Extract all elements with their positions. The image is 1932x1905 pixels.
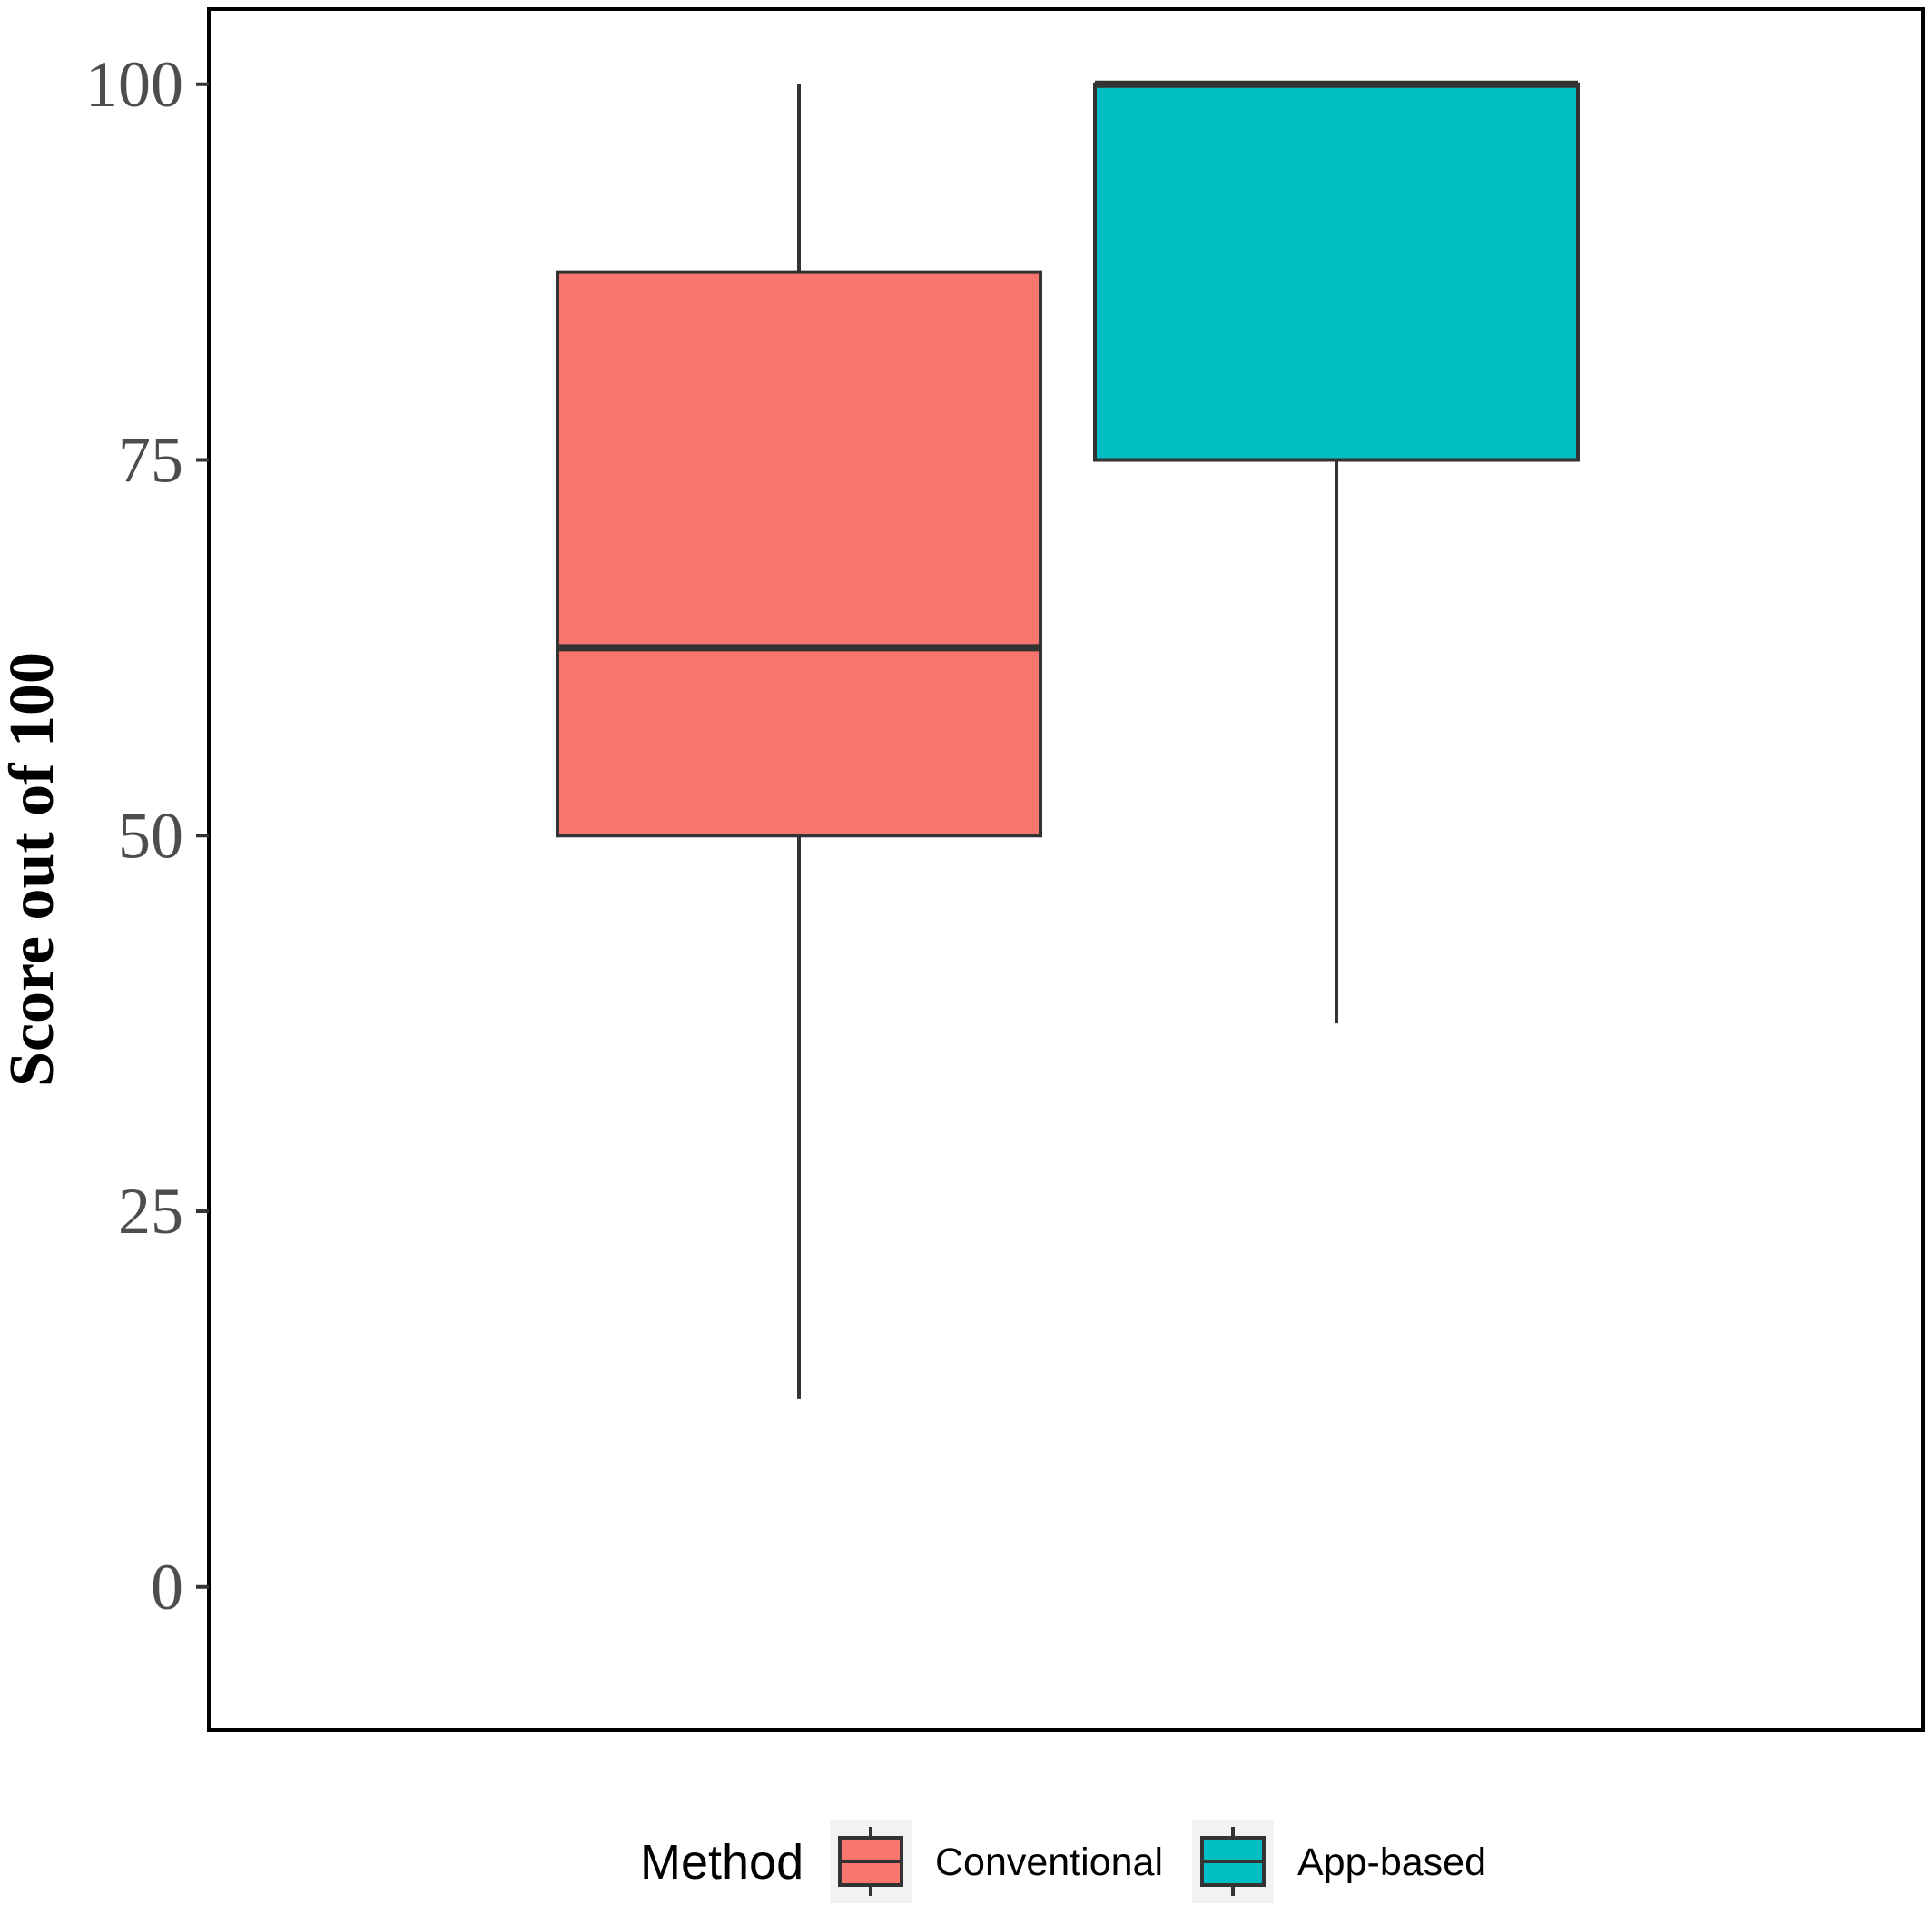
legend-key-app-based [1192, 1820, 1274, 1903]
y-tick-label: 100 [85, 48, 183, 121]
y-axis: 0 25 50 75 100 [85, 48, 209, 1624]
legend-title: Method [640, 1835, 803, 1890]
interquartile-box [556, 270, 1042, 838]
legend-label: App-based [1297, 1841, 1486, 1884]
plot-area [207, 7, 1925, 1732]
panel-border [207, 7, 1925, 1732]
y-tick-label: 50 [118, 799, 183, 872]
legend-key-conventional [830, 1820, 912, 1903]
interquartile-box [1093, 82, 1580, 462]
legend-label: Conventional [935, 1841, 1163, 1884]
box-conventional [556, 84, 1042, 1399]
y-tick-label: 75 [118, 424, 183, 497]
legend: Method Conventional App-based [640, 1820, 1486, 1903]
y-axis-title: Score out of 100 [0, 652, 67, 1087]
y-tick-label: 0 [151, 1551, 183, 1624]
y-tick-label: 25 [118, 1175, 183, 1248]
box-app-based [1093, 80, 1580, 1024]
